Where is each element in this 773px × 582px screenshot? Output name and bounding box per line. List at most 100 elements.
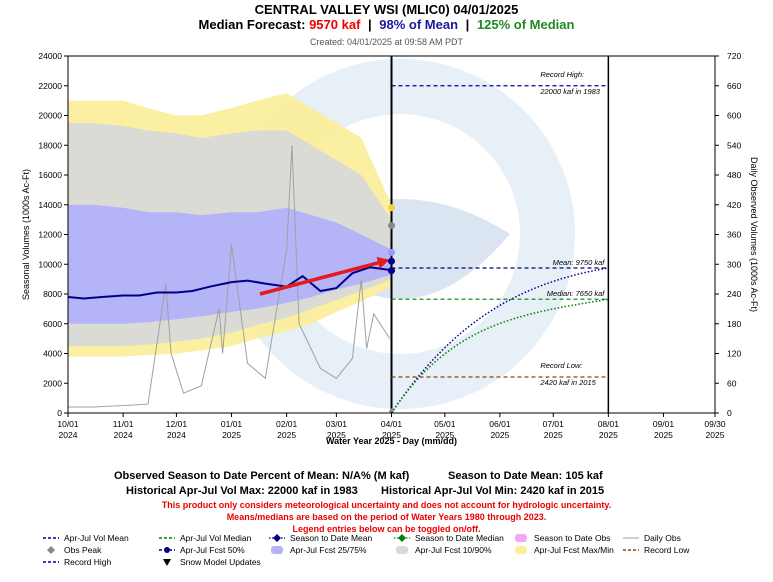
legend-symbol [268,533,286,543]
y-left-tick-label: 6000 [43,319,62,329]
stat-season-mean: Season to Date Mean: 105 kaf [448,470,603,482]
y-right-tick-label: 720 [727,51,741,61]
created-timestamp: Created: 04/01/2025 at 09:58 AM PDT [309,37,464,47]
legend-symbol [42,557,60,567]
legend-item-daily-obs[interactable]: Daily Obs [622,532,681,544]
legend-label: Apr-Jul Fcst 10/90% [415,545,492,555]
fcst-50-line [67,266,392,300]
legend-label: Daily Obs [644,533,681,543]
legend-item-obs-peak[interactable]: Obs Peak [42,544,101,556]
ref-label-record_high: Record High: [540,70,584,79]
x-tick-label: 02/01 [276,419,298,429]
note-period: Means/medians are based on the period of… [226,512,547,522]
legend-symbol [393,545,411,555]
legend-item-apr-jul-vol-mean[interactable]: Apr-Jul Vol Mean [42,532,129,544]
forecast-marker [388,248,395,256]
stat-hist-max: Historical Apr-Jul Vol Max: 22000 kaf in… [126,485,358,497]
y-right-tick-label: 0 [727,408,732,418]
legend-item-apr-jul-fcst-maxmin[interactable]: Apr-Jul Fcst Max/Min [512,544,614,556]
ref-label-median: Median: 7650 kaf [547,289,605,298]
stat-season-percent: Observed Season to Date Percent of Mean:… [114,470,410,482]
legend-item-apr-jul-vol-median[interactable]: Apr-Jul Vol Median [158,532,251,544]
y-right-tick-label: 240 [727,289,741,299]
x-tick-label: 09/30 [704,419,726,429]
legend-symbol [158,533,176,543]
legend-label: Apr-Jul Vol Median [180,533,252,543]
legend-symbol [512,545,530,555]
legend-label: Season to Date Median [415,533,504,543]
x-tick-year: 2025 [544,430,563,440]
chart-area: Record High: 22000 kaf in 1983 Mean: 9750 … [21,51,759,446]
trend-arrow-shaft [259,261,379,296]
y-left-tick-label: 0 [57,408,62,418]
legend-symbol [622,545,640,555]
x-tick-year: 2024 [114,430,133,440]
legend-label: Obs Peak [64,545,102,555]
legend-item-apr-jul-fcst-1090[interactable]: Apr-Jul Fcst 10/90% [393,544,492,556]
x-tick-label: 03/01 [326,419,348,429]
legend-item-apr-jul-fcst-50[interactable]: Apr-Jul Fcst 50% [158,544,245,556]
legend-item-record-high[interactable]: Record High [42,556,111,568]
x-axis-label: Water Year 2025 - Day (mm/dd) [326,436,457,446]
y-left-tick-label: 10000 [38,259,62,269]
forecast-value: 9570 kaf [309,17,361,32]
x-tick-year: 2025 [277,430,296,440]
legend-label: Season to Date Obs [534,533,611,543]
legend-label: Apr-Jul Vol Mean [64,533,129,543]
daily-obs-line [68,145,391,408]
projection-mean [390,267,609,414]
note-uncertainty: This product only considers meteorologic… [161,500,612,510]
x-tick-label: 11/01 [113,419,134,429]
forecast-marker [388,204,395,212]
legend-item-season-to-date-median[interactable]: Season to Date Median [393,532,504,544]
legend-symbol [622,533,640,543]
legend-label: Season to Date Mean [290,533,373,543]
legend-symbol [393,533,411,543]
x-tick-year: 2025 [490,430,509,440]
legend-symbol [42,545,60,555]
legend-label: Apr-Jul Fcst Max/Min [534,545,614,555]
y-right-axis-label: Daily Observed Volumes (1000s Ac-Ft) [749,157,759,312]
forecast-marker [388,222,395,230]
y-left-tick-label: 24000 [38,51,62,61]
x-tick-year: 2025 [435,430,454,440]
y-left-tick-label: 16000 [38,170,62,180]
percent-of-mean: 98% of Mean [379,17,459,32]
x-tick-label: 06/01 [489,419,511,429]
forecast-marker [388,267,395,275]
legend-item-season-to-date-obs[interactable]: Season to Date Obs [512,532,611,544]
separator: | [368,17,372,32]
note-toggle: Legend entries below can be toggled on/o… [292,524,481,534]
y-right-tick-label: 60 [727,378,737,388]
legend-item-record-low[interactable]: Record Low [622,544,689,556]
legend-symbol [158,545,176,555]
x-tick-label: 12/01 [166,419,188,429]
legend-symbol [512,533,530,543]
x-tick-year: 2025 [222,430,241,440]
legend-item-snow-model-updates[interactable]: Snow Model Updates [158,556,261,568]
legend-symbol [158,557,176,567]
chart-header: CENTRAL VALLEY WSI (MLIC0) 04/01/2025 Me… [0,0,773,49]
x-tick-label: 09/01 [653,419,675,429]
x-tick-label: 10/01 [57,419,79,429]
y-left-tick-label: 14000 [38,200,62,210]
x-tick-year: 2025 [706,430,725,440]
legend-item-apr-jul-fcst-2575[interactable]: Apr-Jul Fcst 25/75% [268,544,367,556]
legend-label: Snow Model Updates [180,557,261,567]
x-tick-label: 08/01 [598,419,620,429]
x-tick-year: 2025 [382,430,401,440]
legend: Apr-Jul Vol Mean Apr-Jul Vol Median Season… [0,532,773,582]
stat-hist-min: Historical Apr-Jul Vol Min: 2420 kaf in … [381,485,605,497]
x-tick-label: 07/01 [543,419,565,429]
ref-label-record_low: Record Low: [540,361,582,370]
y-left-axis-label: Seasonal Volumes (1000s Ac-Ft) [21,169,31,300]
legend-item-season-to-date-mean[interactable]: Season to Date Mean [268,532,372,544]
ref-label2-record_high: 22000 kaf in 1983 [539,87,600,96]
x-tick-label: 05/01 [434,419,456,429]
y-left-tick-label: 18000 [38,140,62,150]
x-tick-label: 01/01 [221,419,243,429]
x-tick-year: 2025 [654,430,673,440]
x-tick-year: 2025 [327,430,346,440]
y-right-tick-label: 540 [727,140,741,150]
legend-label: Record Low [644,545,690,555]
